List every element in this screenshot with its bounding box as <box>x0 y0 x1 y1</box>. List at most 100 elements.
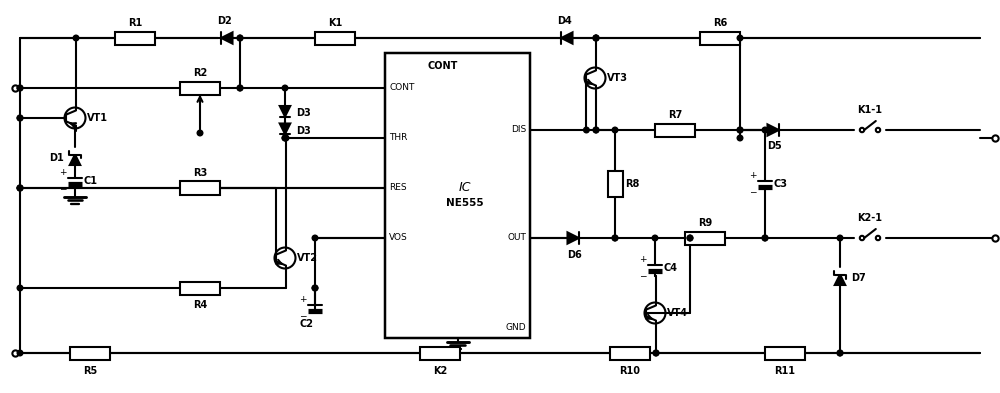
Circle shape <box>312 235 318 241</box>
Text: D6: D6 <box>568 250 582 259</box>
Circle shape <box>17 85 23 91</box>
Text: R7: R7 <box>668 110 682 120</box>
Circle shape <box>652 235 658 241</box>
FancyBboxPatch shape <box>180 182 220 195</box>
Text: IC: IC <box>458 181 471 194</box>
Circle shape <box>283 135 289 141</box>
Text: R2: R2 <box>193 68 207 78</box>
Circle shape <box>312 285 318 291</box>
Circle shape <box>653 350 659 356</box>
Circle shape <box>312 285 318 291</box>
Text: R3: R3 <box>193 168 207 178</box>
FancyBboxPatch shape <box>385 53 530 338</box>
Text: D4: D4 <box>558 17 572 26</box>
Circle shape <box>612 127 618 133</box>
Circle shape <box>17 185 23 191</box>
Circle shape <box>653 350 659 356</box>
Circle shape <box>17 350 23 356</box>
Text: THR: THR <box>389 134 407 143</box>
Text: +: + <box>59 168 66 177</box>
FancyBboxPatch shape <box>180 281 220 294</box>
Circle shape <box>282 135 288 141</box>
Text: −: − <box>639 272 646 281</box>
Polygon shape <box>568 232 579 244</box>
Circle shape <box>237 35 243 41</box>
Text: OUT: OUT <box>507 233 526 242</box>
Circle shape <box>73 35 79 41</box>
FancyBboxPatch shape <box>685 231 725 244</box>
Circle shape <box>593 35 599 41</box>
Text: VOS: VOS <box>389 233 408 242</box>
Text: R8: R8 <box>625 179 639 189</box>
Text: DIS: DIS <box>511 125 526 134</box>
Text: K1: K1 <box>328 18 342 28</box>
Text: D7: D7 <box>851 273 866 283</box>
Circle shape <box>17 115 23 121</box>
Text: −: − <box>749 188 756 197</box>
Polygon shape <box>280 123 290 134</box>
FancyBboxPatch shape <box>765 347 805 360</box>
Circle shape <box>612 235 618 241</box>
Circle shape <box>593 127 599 133</box>
FancyBboxPatch shape <box>70 347 110 360</box>
Text: VT3: VT3 <box>606 73 628 83</box>
Text: D3: D3 <box>296 108 311 118</box>
FancyBboxPatch shape <box>700 31 740 44</box>
FancyBboxPatch shape <box>315 31 355 44</box>
Text: R1: R1 <box>128 18 142 28</box>
Text: K1-1: K1-1 <box>858 105 883 115</box>
Text: K2: K2 <box>433 365 447 375</box>
Circle shape <box>593 35 599 41</box>
Polygon shape <box>280 106 290 116</box>
Circle shape <box>282 135 288 141</box>
FancyBboxPatch shape <box>115 31 155 44</box>
Text: GND: GND <box>505 323 526 332</box>
Text: D2: D2 <box>218 17 232 26</box>
Text: −: − <box>59 185 66 194</box>
Text: VT1: VT1 <box>87 113 108 123</box>
Circle shape <box>584 127 589 133</box>
Text: R11: R11 <box>774 365 796 375</box>
Circle shape <box>17 185 23 191</box>
Circle shape <box>837 350 843 356</box>
FancyBboxPatch shape <box>655 123 695 136</box>
Circle shape <box>197 130 203 136</box>
Polygon shape <box>221 32 232 44</box>
Text: D1: D1 <box>49 153 64 163</box>
Circle shape <box>593 127 599 133</box>
Circle shape <box>17 85 23 91</box>
Polygon shape <box>768 124 779 136</box>
Circle shape <box>737 35 743 41</box>
Circle shape <box>737 127 743 133</box>
Text: +: + <box>749 171 756 180</box>
Circle shape <box>737 127 743 133</box>
Circle shape <box>17 285 23 291</box>
Text: NE555: NE555 <box>446 198 484 209</box>
Circle shape <box>687 235 693 241</box>
Text: VT4: VT4 <box>666 308 687 318</box>
Text: −: − <box>299 312 306 321</box>
Text: C4: C4 <box>664 263 678 273</box>
Circle shape <box>687 235 693 241</box>
Circle shape <box>612 235 618 241</box>
Text: VT2: VT2 <box>296 253 318 263</box>
Circle shape <box>237 85 243 91</box>
Circle shape <box>737 135 743 141</box>
Text: C3: C3 <box>774 179 788 189</box>
Circle shape <box>282 85 288 91</box>
Text: R9: R9 <box>698 218 712 228</box>
Text: C1: C1 <box>84 176 98 186</box>
Circle shape <box>762 235 768 241</box>
Text: R6: R6 <box>713 18 727 28</box>
Polygon shape <box>70 154 80 165</box>
Circle shape <box>762 127 768 133</box>
Text: K2-1: K2-1 <box>858 213 883 223</box>
Text: CONT: CONT <box>428 61 458 71</box>
FancyBboxPatch shape <box>180 81 220 94</box>
Text: +: + <box>299 295 306 304</box>
Text: CONT: CONT <box>389 83 414 92</box>
FancyBboxPatch shape <box>420 347 460 360</box>
Text: RES: RES <box>389 184 407 193</box>
Circle shape <box>762 235 768 241</box>
FancyBboxPatch shape <box>608 171 622 197</box>
